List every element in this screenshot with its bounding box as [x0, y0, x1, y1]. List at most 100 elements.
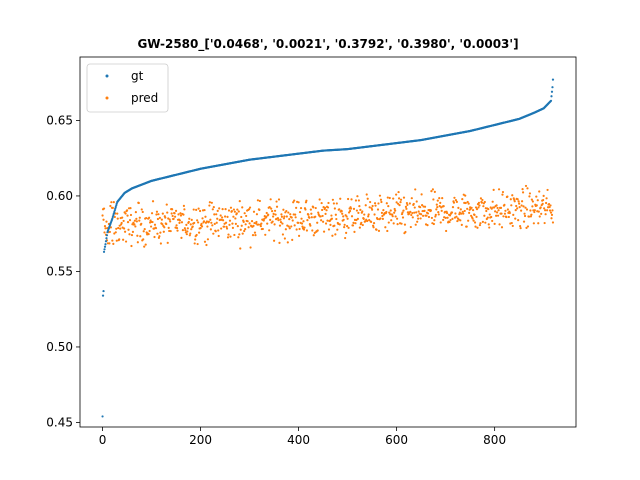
pred-point	[460, 223, 463, 226]
pred-point	[481, 220, 484, 223]
pred-point	[419, 206, 422, 209]
pred-point	[357, 211, 360, 214]
pred-point	[321, 208, 324, 212]
pred-point	[196, 219, 199, 222]
pred-point	[402, 196, 406, 199]
pred-point	[325, 209, 328, 212]
pred-point	[300, 217, 303, 220]
pred-point	[538, 190, 541, 193]
pred-point	[350, 198, 353, 201]
pred-point	[374, 204, 377, 207]
gt-point	[112, 214, 115, 217]
pred-point	[442, 205, 445, 208]
pred-point	[416, 214, 419, 217]
pred-point	[212, 205, 215, 209]
pred-point	[171, 214, 174, 218]
pred-point	[470, 206, 473, 209]
pred-point	[105, 220, 108, 223]
pred-point	[487, 223, 490, 226]
pred-point	[537, 210, 540, 213]
pred-point	[154, 227, 158, 230]
pred-point	[221, 216, 224, 219]
pred-point	[396, 223, 399, 226]
pred-point	[533, 209, 536, 212]
pred-point	[161, 212, 164, 215]
pred-point	[437, 211, 440, 214]
pred-point	[434, 213, 437, 216]
pred-point	[225, 227, 229, 230]
pred-point	[410, 213, 413, 217]
pred-point	[205, 243, 208, 247]
pred-point	[331, 234, 334, 237]
pred-point	[366, 197, 369, 200]
pred-point	[530, 213, 533, 216]
pred-point	[232, 215, 235, 218]
gt-point	[101, 415, 104, 418]
legend-label-pred: pred	[131, 91, 158, 105]
pred-point	[332, 202, 335, 205]
pred-point	[256, 199, 260, 202]
pred-point	[239, 228, 242, 231]
pred-point	[380, 211, 384, 214]
pred-point	[218, 207, 221, 210]
pred-point	[515, 204, 518, 208]
pred-point	[360, 221, 363, 224]
pred-point	[181, 229, 185, 232]
pred-point	[410, 197, 413, 200]
pred-point	[517, 219, 520, 222]
pred-point	[180, 221, 184, 224]
pred-point	[283, 237, 286, 240]
pred-point	[494, 210, 497, 213]
pred-point	[381, 214, 384, 218]
pred-point	[188, 234, 191, 237]
pred-point	[115, 239, 118, 242]
pred-point	[158, 235, 161, 238]
pred-point	[372, 222, 376, 225]
pred-point	[414, 188, 417, 191]
pred-point	[139, 235, 142, 238]
pred-point	[272, 212, 275, 215]
pred-point	[212, 232, 215, 235]
pred-point	[123, 230, 127, 233]
pred-point	[277, 219, 280, 222]
pred-point	[520, 209, 523, 212]
pred-point	[236, 208, 239, 211]
pred-point	[252, 224, 255, 227]
pred-point	[322, 230, 326, 233]
pred-point	[153, 223, 157, 226]
pred-point	[330, 217, 334, 220]
pred-point	[545, 197, 548, 200]
pred-point	[231, 222, 234, 225]
pred-point	[398, 204, 401, 207]
pred-point	[510, 221, 513, 225]
pred-point	[417, 217, 420, 220]
pred-point	[455, 215, 458, 218]
pred-point	[287, 211, 290, 214]
pred-point	[385, 210, 388, 214]
pred-point	[516, 198, 519, 201]
pred-point	[145, 216, 148, 220]
pred-point	[266, 222, 269, 225]
pred-point	[220, 227, 223, 230]
pred-point	[433, 219, 436, 222]
pred-point	[248, 222, 251, 225]
gt-point	[550, 90, 554, 93]
pred-point	[129, 213, 133, 217]
pred-point	[364, 204, 367, 207]
pred-point	[290, 216, 293, 219]
pred-point	[528, 195, 531, 198]
gt-point	[113, 209, 116, 212]
pred-point	[411, 216, 414, 219]
pred-point	[140, 222, 143, 225]
pred-point	[156, 232, 159, 235]
pred-point	[144, 243, 147, 246]
pred-point	[346, 217, 349, 220]
pred-point	[355, 209, 359, 212]
pred-point	[277, 198, 281, 201]
pred-point	[224, 207, 227, 211]
pred-point	[400, 222, 403, 225]
gt-point	[112, 212, 115, 215]
pred-point	[511, 224, 514, 228]
pred-point	[342, 215, 345, 218]
pred-point	[373, 213, 376, 216]
